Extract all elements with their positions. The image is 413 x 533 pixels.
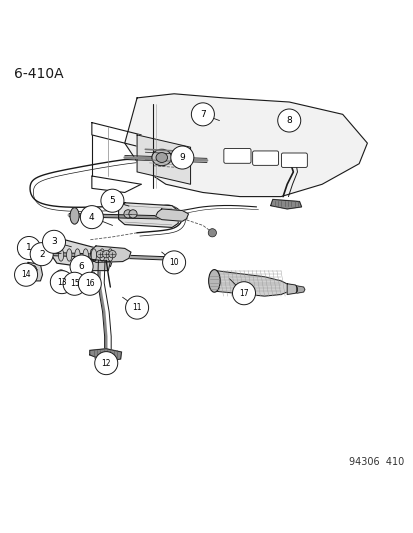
Circle shape: [70, 255, 93, 278]
FancyBboxPatch shape: [252, 151, 278, 165]
Circle shape: [96, 251, 104, 258]
Text: 1: 1: [26, 244, 32, 253]
Text: 3: 3: [51, 237, 57, 246]
Polygon shape: [270, 199, 301, 209]
Text: 16: 16: [85, 279, 95, 288]
Text: 6: 6: [78, 262, 84, 271]
Text: 17: 17: [239, 289, 248, 298]
Polygon shape: [75, 259, 110, 271]
Polygon shape: [124, 94, 366, 197]
Ellipse shape: [34, 248, 41, 260]
Text: 2: 2: [39, 249, 44, 259]
Polygon shape: [26, 262, 43, 281]
Ellipse shape: [70, 208, 79, 224]
Circle shape: [102, 251, 110, 258]
Circle shape: [17, 237, 40, 260]
Polygon shape: [90, 246, 131, 262]
Polygon shape: [296, 286, 304, 293]
Text: 11: 11: [132, 303, 142, 312]
Ellipse shape: [208, 270, 220, 292]
Text: 7: 7: [199, 110, 205, 119]
Ellipse shape: [30, 265, 37, 276]
Circle shape: [162, 251, 185, 274]
Ellipse shape: [66, 249, 72, 261]
Ellipse shape: [107, 249, 113, 261]
Circle shape: [101, 189, 123, 212]
Circle shape: [30, 243, 53, 265]
Text: 14: 14: [21, 270, 31, 279]
Circle shape: [63, 272, 86, 295]
Circle shape: [56, 270, 66, 280]
Ellipse shape: [58, 249, 64, 261]
Ellipse shape: [156, 152, 167, 163]
Circle shape: [277, 109, 300, 132]
Circle shape: [86, 271, 96, 281]
Text: 12: 12: [101, 359, 111, 368]
Polygon shape: [118, 203, 178, 228]
Circle shape: [80, 206, 103, 229]
Circle shape: [50, 271, 73, 294]
Text: 94306  410: 94306 410: [348, 457, 404, 467]
Text: 13: 13: [57, 278, 66, 287]
Ellipse shape: [83, 249, 88, 261]
Text: 5: 5: [109, 196, 115, 205]
Text: 15: 15: [70, 279, 79, 288]
Text: 8: 8: [286, 116, 292, 125]
Polygon shape: [137, 135, 190, 184]
Circle shape: [208, 229, 216, 237]
Text: 10: 10: [169, 258, 178, 267]
Circle shape: [43, 230, 65, 253]
Circle shape: [78, 272, 101, 295]
Text: 4: 4: [89, 213, 95, 222]
Ellipse shape: [152, 149, 171, 166]
Text: 9: 9: [179, 153, 185, 162]
FancyBboxPatch shape: [223, 149, 250, 163]
Ellipse shape: [91, 249, 96, 261]
Polygon shape: [155, 209, 188, 221]
Polygon shape: [287, 284, 297, 294]
Circle shape: [171, 146, 193, 169]
Polygon shape: [51, 238, 112, 269]
Polygon shape: [90, 349, 121, 361]
Ellipse shape: [75, 249, 80, 261]
Polygon shape: [211, 271, 289, 296]
Circle shape: [125, 296, 148, 319]
Circle shape: [70, 271, 80, 280]
Circle shape: [109, 251, 116, 258]
Circle shape: [232, 282, 255, 305]
Circle shape: [95, 352, 117, 375]
Circle shape: [128, 210, 137, 218]
FancyBboxPatch shape: [281, 153, 306, 167]
Circle shape: [123, 210, 132, 218]
Text: 6-410A: 6-410A: [14, 67, 63, 81]
Circle shape: [14, 263, 38, 286]
Ellipse shape: [99, 249, 104, 261]
Circle shape: [191, 103, 214, 126]
